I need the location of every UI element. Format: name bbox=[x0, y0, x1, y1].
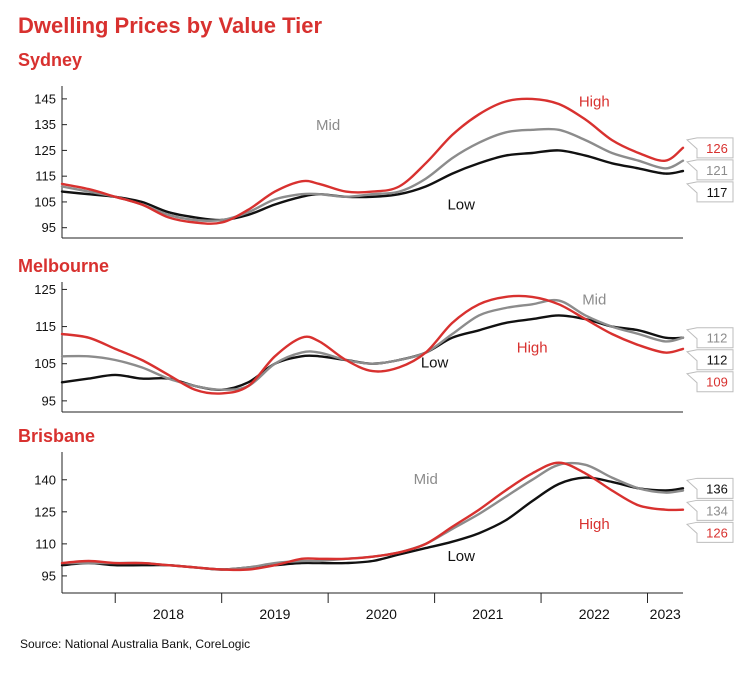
panels-group: Sydney 95 105 115 125 135 145 126 121 117 High Mid L… bbox=[18, 50, 734, 594]
series-annotation-low: Low bbox=[447, 197, 475, 214]
end-value-label-high: 109 bbox=[706, 375, 728, 390]
y-tick-label: 105 bbox=[34, 356, 56, 371]
y-tick-label: 125 bbox=[34, 282, 56, 297]
series-line-high bbox=[60, 461, 685, 572]
y-tick-label: 105 bbox=[34, 194, 56, 209]
panel-title: Sydney bbox=[18, 50, 82, 70]
series-annotation-mid: Mid bbox=[316, 117, 340, 134]
end-value-box bbox=[685, 521, 734, 543]
end-value-box bbox=[685, 349, 734, 371]
end-value-label-mid: 134 bbox=[706, 503, 728, 518]
series-line-mid bbox=[60, 298, 685, 391]
x-tick-label: 2018 bbox=[153, 606, 184, 622]
x-axis: 2018 2019 2020 2021 2022 2023 bbox=[114, 593, 681, 622]
end-value-label-low: 136 bbox=[706, 481, 728, 496]
end-value-label-mid: 112 bbox=[707, 331, 728, 346]
series-annotation-mid: Mid bbox=[582, 291, 606, 308]
end-value-label-low: 112 bbox=[707, 353, 728, 368]
chart-title: Dwelling Prices by Value Tier bbox=[18, 13, 322, 38]
series-line-low bbox=[60, 314, 685, 391]
x-tick-label: 2019 bbox=[259, 606, 290, 622]
y-tick-label: 135 bbox=[34, 117, 56, 132]
end-value-label-high: 126 bbox=[706, 141, 728, 156]
end-value-box bbox=[685, 499, 734, 521]
end-value-label-mid: 121 bbox=[706, 163, 728, 178]
end-value-box bbox=[685, 371, 734, 393]
source-note: Source: National Australia Bank, CoreLog… bbox=[20, 637, 250, 651]
y-tick-label: 145 bbox=[34, 91, 56, 106]
y-tick-label: 125 bbox=[34, 504, 56, 519]
series-line-high bbox=[60, 97, 685, 225]
series-annotation-mid: Mid bbox=[414, 471, 438, 488]
y-tick-label: 140 bbox=[34, 472, 56, 487]
y-tick-label: 115 bbox=[35, 169, 56, 184]
panel-melbourne: Melbourne 95 105 115 125 112 112 109 Mid High Low bbox=[18, 256, 734, 413]
series-annotation-high: High bbox=[579, 516, 610, 533]
end-value-label-high: 126 bbox=[706, 525, 728, 540]
y-tick-label: 95 bbox=[42, 568, 56, 583]
y-tick-label: 95 bbox=[42, 220, 56, 235]
y-tick-label: 95 bbox=[42, 393, 56, 408]
x-tick-label: 2022 bbox=[579, 606, 610, 622]
panel-title: Brisbane bbox=[18, 426, 95, 446]
end-value-box bbox=[685, 327, 734, 349]
series-annotation-low: Low bbox=[447, 548, 475, 565]
end-value-label-low: 117 bbox=[707, 185, 728, 200]
x-tick-label: 2020 bbox=[366, 606, 397, 622]
end-value-box bbox=[685, 181, 734, 203]
panel-sydney: Sydney 95 105 115 125 135 145 126 121 117 High Mid L… bbox=[18, 50, 734, 239]
y-tick-label: 125 bbox=[34, 143, 56, 158]
series-line-mid bbox=[60, 127, 685, 222]
series-line-high bbox=[60, 294, 685, 395]
series-line-low bbox=[60, 149, 685, 222]
series-annotation-low: Low bbox=[421, 354, 449, 371]
panel-brisbane: Brisbane 95 110 125 140 136 134 126 Mid High Low bbox=[18, 426, 734, 594]
series-annotation-high: High bbox=[517, 340, 548, 357]
y-tick-label: 115 bbox=[35, 319, 56, 334]
end-value-box bbox=[685, 477, 734, 499]
x-tick-label: 2021 bbox=[472, 606, 503, 622]
x-tick-label: 2023 bbox=[650, 606, 681, 622]
panel-title: Melbourne bbox=[18, 256, 109, 276]
y-tick-label: 110 bbox=[35, 536, 56, 551]
end-value-box bbox=[685, 137, 734, 159]
series-annotation-high: High bbox=[579, 94, 610, 111]
end-value-box bbox=[685, 159, 734, 181]
